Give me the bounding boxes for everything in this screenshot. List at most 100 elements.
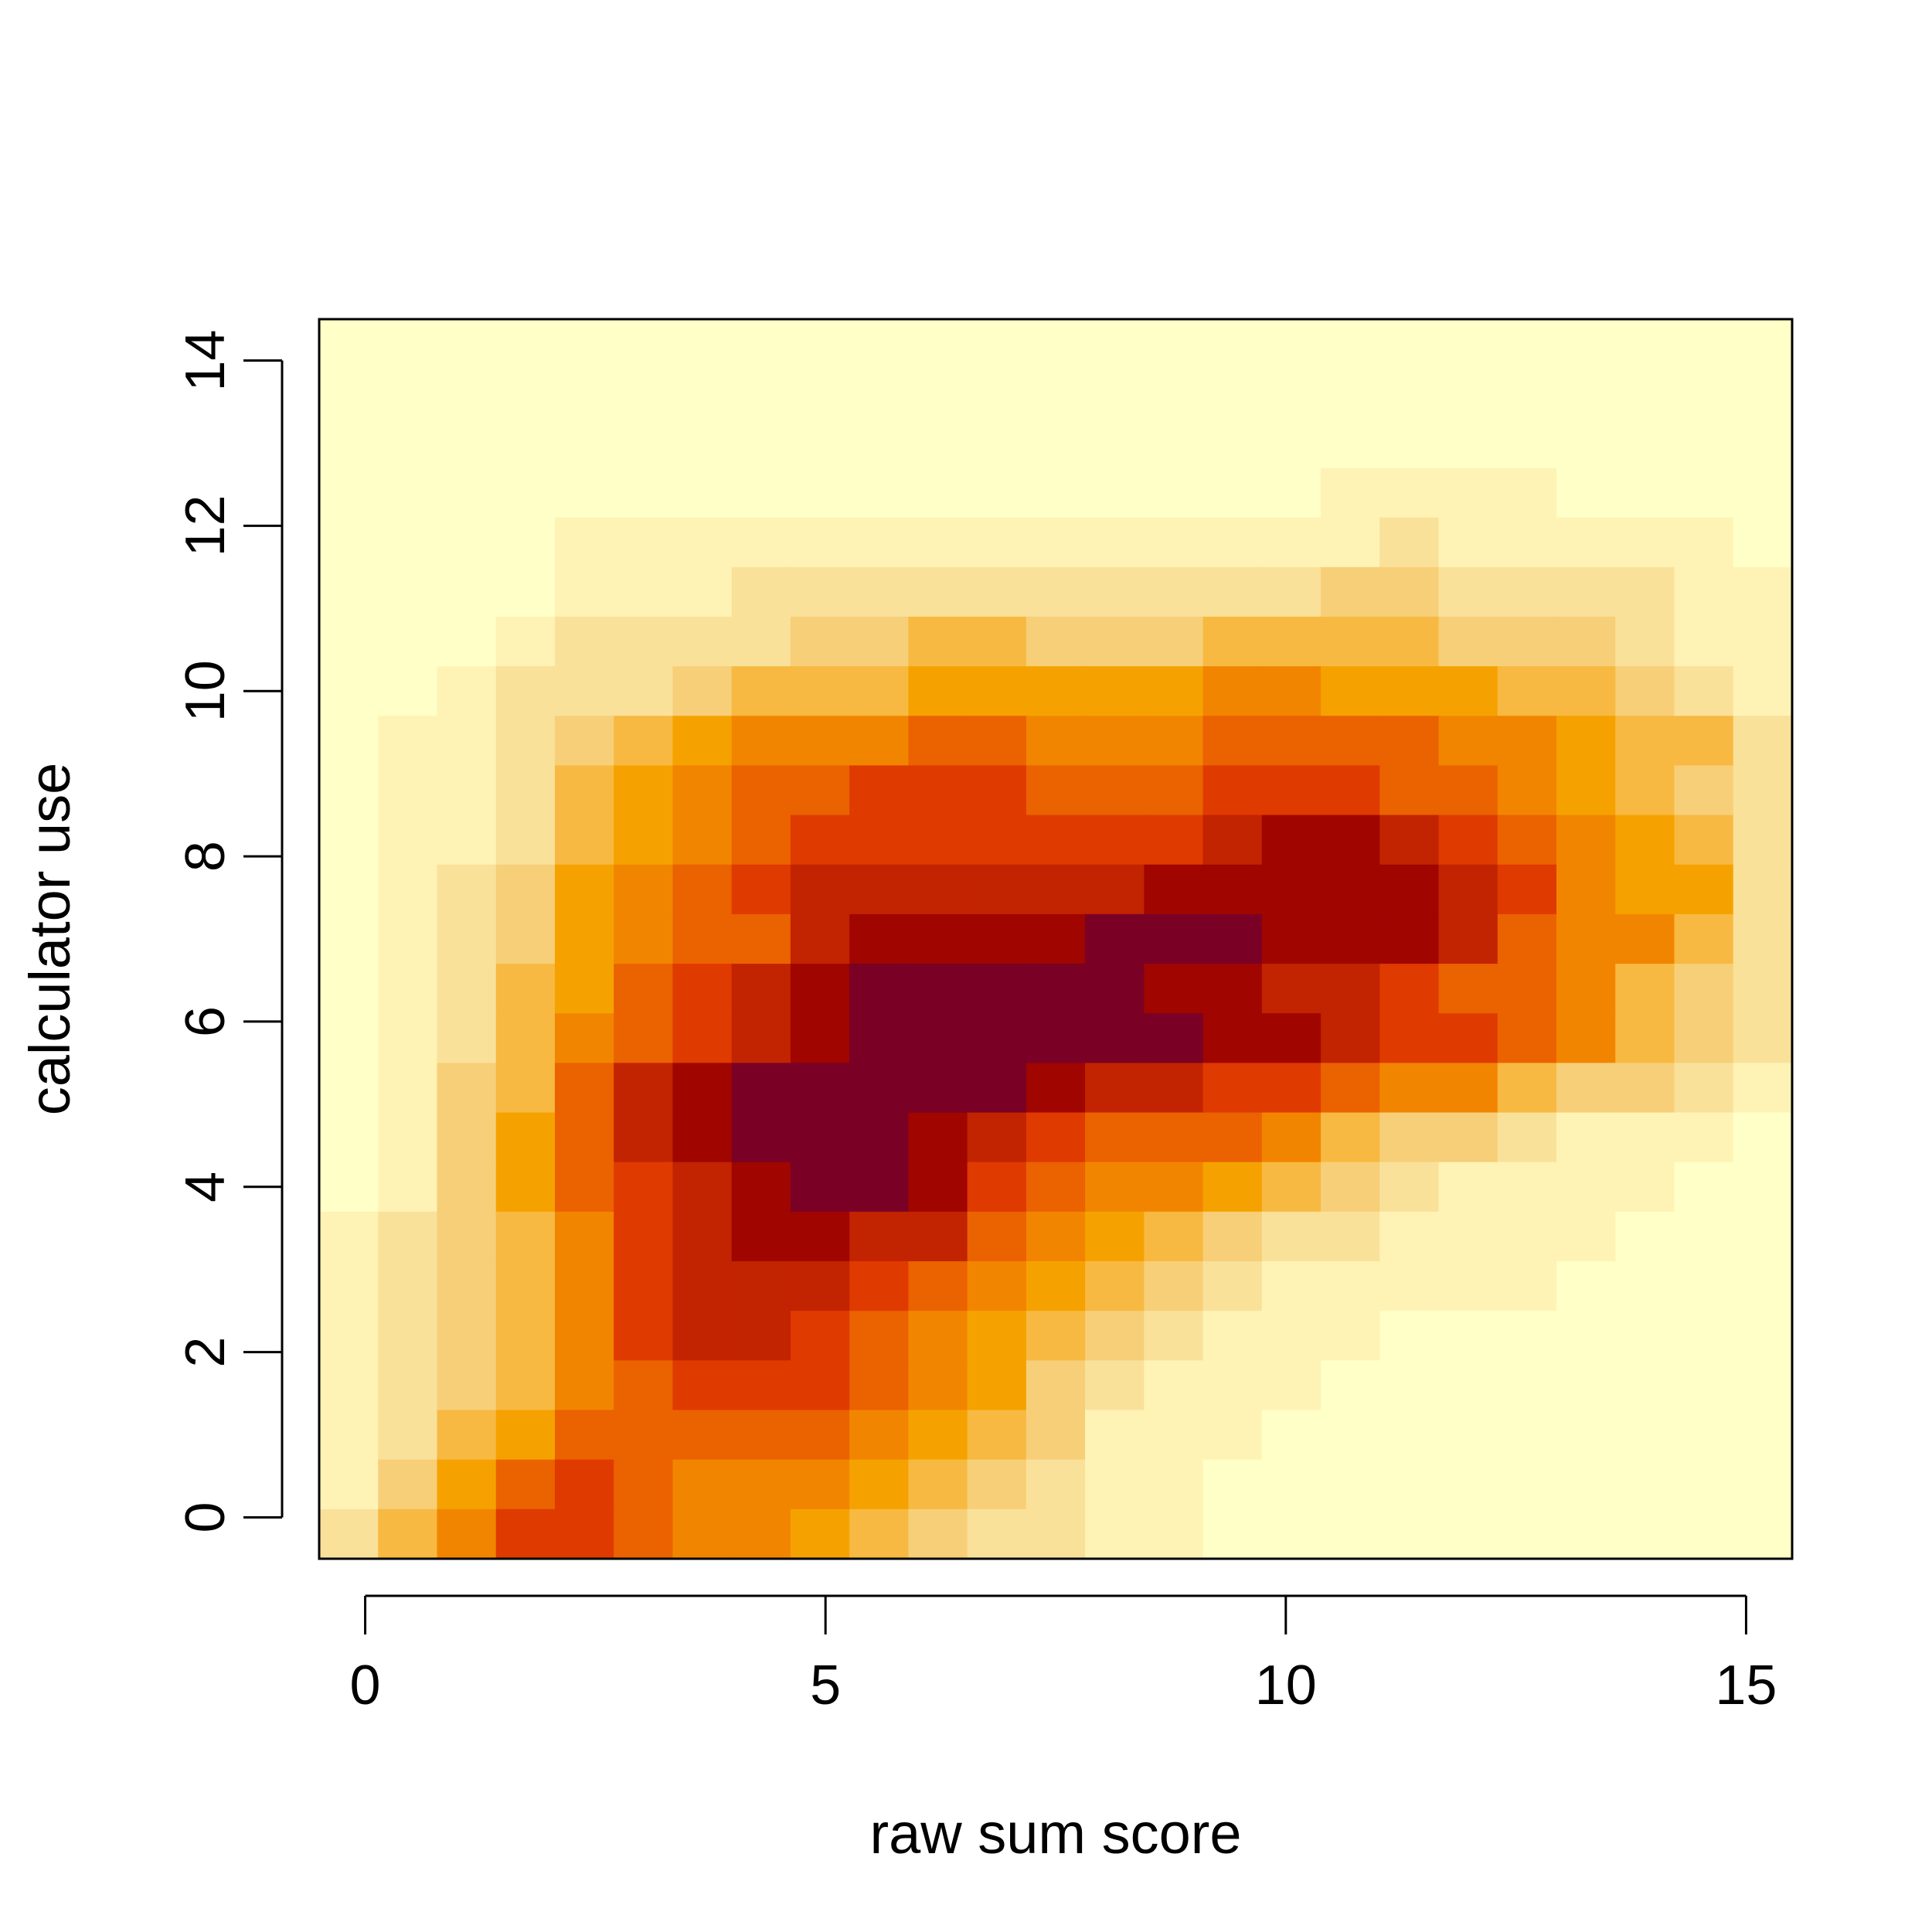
heatmap-cell	[1497, 369, 1557, 419]
heatmap-cell	[790, 1112, 850, 1163]
heatmap-cell	[1085, 964, 1145, 1014]
heatmap-cell	[1733, 765, 1793, 816]
heatmap-cell	[1085, 1112, 1145, 1163]
heatmap-cell	[378, 1311, 438, 1361]
heatmap-cell	[1497, 1459, 1557, 1510]
heatmap-cell	[378, 468, 438, 519]
heatmap-cell	[849, 1112, 909, 1163]
heatmap-cell	[908, 1509, 968, 1560]
heatmap-cell	[1556, 1013, 1616, 1063]
heatmap-cell	[1144, 864, 1204, 915]
heatmap-cell	[1202, 418, 1263, 469]
heatmap-cell	[495, 1261, 556, 1311]
heatmap-cell	[967, 1410, 1027, 1461]
heatmap-cell	[1026, 815, 1086, 866]
plot-frame	[318, 318, 1794, 1560]
heatmap-cell	[1085, 1459, 1145, 1510]
heatmap-cell	[1379, 666, 1440, 716]
heatmap-cell	[1615, 1261, 1675, 1311]
heatmap-cell	[495, 1509, 556, 1560]
heatmap-cell	[1144, 964, 1204, 1014]
heatmap-cell	[1615, 1459, 1675, 1510]
heatmap-cell	[967, 369, 1027, 419]
heatmap-cell	[437, 1211, 497, 1262]
heatmap-cell	[790, 1509, 850, 1560]
heatmap-cell	[614, 1410, 674, 1461]
heatmap-cell	[1261, 1459, 1321, 1510]
heatmap-cell	[967, 913, 1027, 964]
heatmap-cell	[849, 1211, 909, 1262]
heatmap-cell	[1202, 964, 1263, 1014]
heatmap-cell	[319, 1013, 379, 1063]
heatmap-cell	[1144, 913, 1204, 964]
heatmap-cell	[908, 1112, 968, 1163]
heatmap-cell	[1438, 913, 1498, 964]
heatmap-cell	[1497, 1112, 1557, 1163]
heatmap-cell	[672, 1162, 733, 1213]
heatmap-cell	[378, 1162, 438, 1213]
heatmap-cell	[1615, 1211, 1675, 1262]
heatmap-cell	[1261, 1211, 1321, 1262]
heatmap-cell	[672, 1410, 733, 1461]
heatmap-cell	[1497, 1311, 1557, 1361]
heatmap-cell	[1674, 1360, 1734, 1411]
heatmap-cell	[790, 616, 850, 667]
heatmap-cell	[1202, 468, 1263, 519]
heatmap-cell	[908, 964, 968, 1014]
heatmap-cell	[554, 864, 614, 915]
heatmap-cell	[1733, 1360, 1793, 1411]
heatmap-cell	[1615, 369, 1675, 419]
y-tick-label: 2	[175, 1337, 236, 1368]
heatmap-cell	[319, 1063, 379, 1114]
heatmap-cell	[319, 716, 379, 767]
heatmap-cell	[1674, 616, 1734, 667]
heatmap-cell	[967, 864, 1027, 915]
heatmap-cell	[1497, 319, 1557, 369]
heatmap-cell	[1674, 1112, 1734, 1163]
heatmap-cell	[1202, 815, 1263, 866]
heatmap-cell	[1556, 765, 1616, 816]
heatmap-cell	[731, 418, 791, 469]
heatmap-cell	[319, 1211, 379, 1262]
heatmap-cell	[495, 716, 556, 767]
heatmap-cell	[554, 1063, 614, 1114]
heatmap-cell	[1497, 1013, 1557, 1063]
heatmap-cell	[1085, 616, 1145, 667]
heatmap-cell	[908, 1410, 968, 1461]
heatmap-cell	[849, 1261, 909, 1311]
heatmap-cell	[1733, 468, 1793, 519]
heatmap-cell	[672, 1509, 733, 1560]
heatmap-cell	[908, 815, 968, 866]
heatmap-cell	[1497, 566, 1557, 617]
heatmap-cell	[554, 913, 614, 964]
heatmap-cell	[378, 913, 438, 964]
heatmap-cell	[967, 1509, 1027, 1560]
heatmap-cell	[1497, 468, 1557, 519]
heatmap-cell	[1261, 1013, 1321, 1063]
heatmap-cell	[1497, 1410, 1557, 1461]
heatmap-cell	[437, 1360, 497, 1411]
heatmap-cell	[967, 716, 1027, 767]
heatmap-cell	[1144, 418, 1204, 469]
heatmap-cell	[1556, 913, 1616, 964]
heatmap-cell	[1379, 765, 1440, 816]
heatmap-cell	[908, 1360, 968, 1411]
heatmap-cell	[554, 1013, 614, 1063]
heatmap-cell	[1026, 765, 1086, 816]
heatmap-cell	[849, 616, 909, 667]
heatmap-cell	[849, 1459, 909, 1510]
heatmap-cell	[378, 666, 438, 716]
heatmap-cell	[849, 566, 909, 617]
heatmap-cell	[790, 1410, 850, 1461]
heatmap-cell	[495, 1410, 556, 1461]
heatmap-cell	[1556, 369, 1616, 419]
heatmap-cell	[1144, 369, 1204, 419]
heatmap-cell	[319, 1410, 379, 1461]
heatmap-cell	[1144, 1459, 1204, 1510]
heatmap-cell	[1321, 566, 1380, 617]
heatmap-cell	[790, 1013, 850, 1063]
heatmap-cell	[1144, 1063, 1204, 1114]
heatmap-cell	[1085, 1211, 1145, 1262]
heatmap-cell	[1379, 1112, 1440, 1163]
heatmap-cell	[437, 517, 497, 568]
